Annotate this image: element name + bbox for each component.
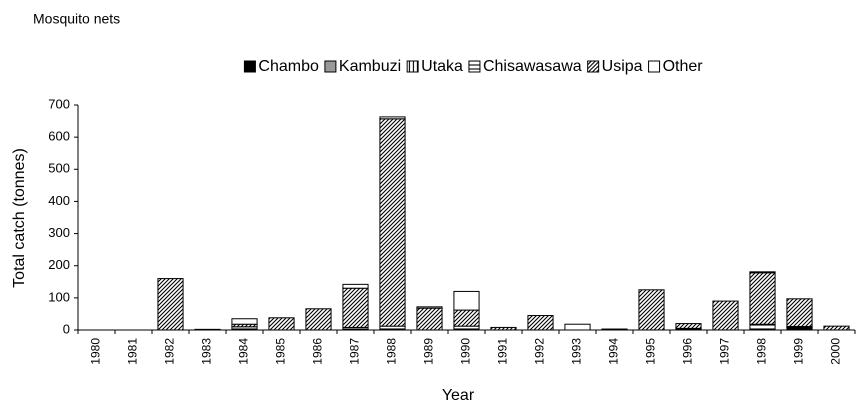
bar-segment xyxy=(416,306,443,309)
bar-segment xyxy=(379,116,406,120)
bar-segment xyxy=(342,287,369,328)
bar-segment xyxy=(527,315,554,331)
bar-segment xyxy=(749,323,776,330)
bar-segment xyxy=(379,118,406,327)
x-tick-label: 1994 xyxy=(607,338,621,365)
legend-swatch xyxy=(406,60,419,73)
legend-swatch xyxy=(648,60,661,73)
y-tick-label: 300 xyxy=(48,225,70,240)
bar-segment xyxy=(453,325,480,331)
legend-label: Utaka xyxy=(421,58,463,75)
y-tick-label: 600 xyxy=(48,129,70,144)
bar-segment xyxy=(453,309,480,327)
y-tick-label: 700 xyxy=(48,96,70,111)
bar-segment xyxy=(638,289,665,331)
y-tick-label: 500 xyxy=(48,161,70,176)
bar-segment xyxy=(342,283,369,289)
x-tick-label: 1990 xyxy=(459,338,473,365)
bar-segment xyxy=(194,328,221,331)
x-tick-label: 1982 xyxy=(163,338,177,365)
x-axis-label: Year xyxy=(442,387,475,404)
y-axis-label: Total catch (tonnes) xyxy=(11,148,28,288)
bar-segment xyxy=(453,290,480,311)
bar-segment xyxy=(675,323,702,329)
y-tick-label: 0 xyxy=(63,321,70,336)
x-tick-label: 1980 xyxy=(89,338,103,365)
bar-segment xyxy=(490,326,517,331)
legend-swatch xyxy=(468,60,481,73)
bar-segment xyxy=(749,272,776,325)
legend-label: Chisawasawa xyxy=(483,58,582,75)
y-tick-label: 100 xyxy=(48,289,70,304)
x-tick-label: 1986 xyxy=(311,338,325,365)
x-tick-label: 1997 xyxy=(718,338,732,365)
legend-swatch xyxy=(587,60,600,73)
x-tick-label: 1995 xyxy=(644,338,658,365)
bar-segment xyxy=(601,328,628,331)
x-tick-label: 1983 xyxy=(200,338,214,365)
legend-label: Chambo xyxy=(258,58,319,75)
legend-swatch xyxy=(243,60,256,73)
bar-segment xyxy=(823,325,850,331)
x-tick-label: 1998 xyxy=(755,338,769,365)
x-tick-label: 1992 xyxy=(533,338,547,365)
x-tick-label: 1985 xyxy=(274,338,288,365)
bar-segment xyxy=(157,278,184,331)
x-tick-label: 1981 xyxy=(126,338,140,365)
x-tick-label: 1993 xyxy=(570,338,584,365)
bar-segment xyxy=(305,308,332,331)
legend-label: Kambuzi xyxy=(339,58,401,75)
x-tick-label: 1987 xyxy=(348,338,362,365)
legend-swatch xyxy=(324,60,337,73)
bar-segment xyxy=(268,317,295,331)
x-tick-label: 1991 xyxy=(496,338,510,365)
bar-segment xyxy=(379,325,406,331)
bar-segment xyxy=(749,271,776,274)
bar-segment xyxy=(564,323,591,331)
x-tick-label: 1999 xyxy=(792,338,806,365)
bar-segment xyxy=(231,318,258,325)
bar-segment xyxy=(416,307,443,331)
legend-label: Usipa xyxy=(602,58,643,75)
legend-label: Other xyxy=(663,58,704,75)
x-tick-label: 1984 xyxy=(237,338,251,365)
y-tick-label: 200 xyxy=(48,257,70,272)
y-tick-label: 400 xyxy=(48,193,70,208)
chart-title: Mosquito nets xyxy=(33,11,120,27)
x-tick-label: 1996 xyxy=(681,338,695,365)
x-tick-label: 1989 xyxy=(422,338,436,365)
legend: Chambo Kambuzi Utaka Chisawasawa Usipa Other xyxy=(243,58,704,75)
x-tick-label: 1988 xyxy=(385,338,399,365)
bar-segment xyxy=(786,298,813,327)
bar-segment xyxy=(712,300,739,331)
x-tick-label: 2000 xyxy=(829,338,843,365)
